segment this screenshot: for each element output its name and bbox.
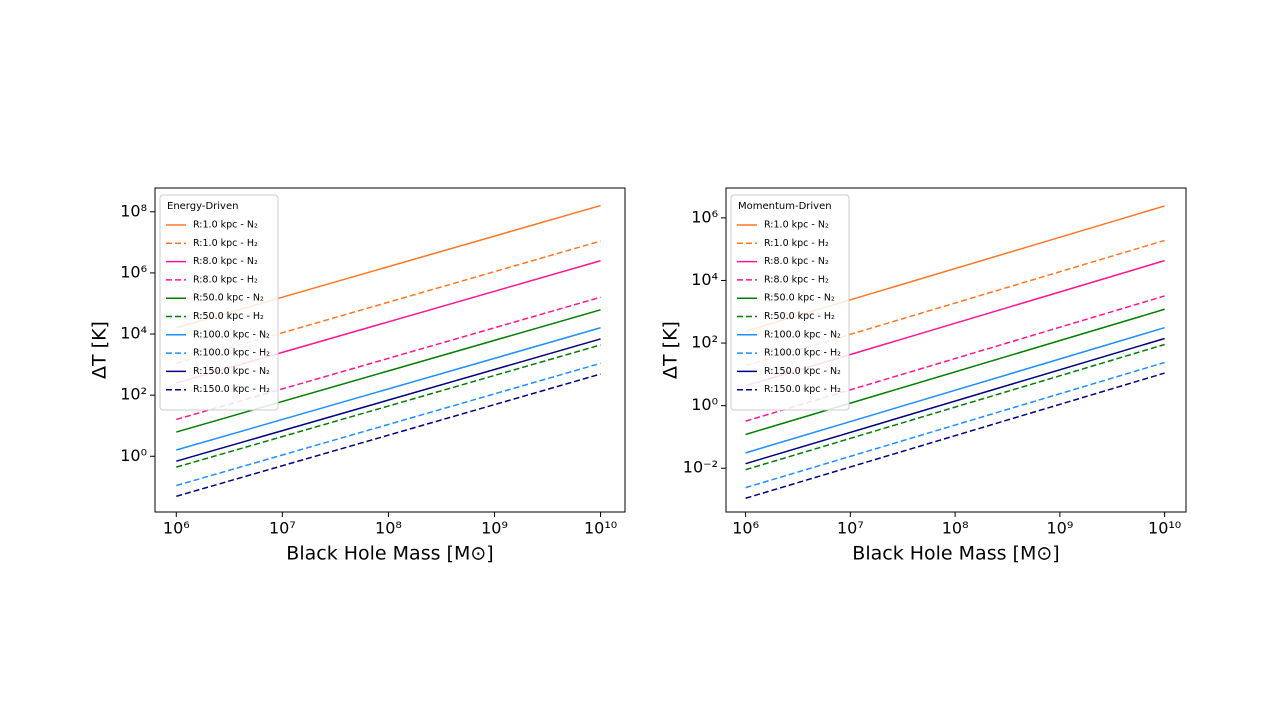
legend-label: R:100.0 kpc - N₂: [193, 329, 270, 340]
y-tick-label: 10⁸: [120, 201, 147, 220]
legend-box: [159, 194, 279, 411]
y-axis-label: ΔT [K]: [89, 321, 111, 379]
legend-label: R:150.0 kpc - N₂: [764, 366, 841, 377]
series-line: [176, 338, 601, 462]
series-line: [176, 327, 601, 451]
series-line: [176, 344, 601, 468]
y-tick-label: 10⁶: [691, 207, 718, 226]
x-tick-label: 10⁹: [1046, 519, 1073, 538]
legend-label: R:100.0 kpc - H₂: [764, 348, 841, 359]
legend-label: R:100.0 kpc - H₂: [193, 348, 270, 359]
y-axis-label: ΔT [K]: [660, 321, 682, 379]
x-tick-label: 10¹⁰: [584, 519, 617, 538]
legend-label: R:1.0 kpc - H₂: [764, 238, 829, 249]
x-tick-label: 10⁷: [837, 519, 864, 538]
series-line: [745, 361, 1165, 489]
x-tick-label: 10⁶: [732, 519, 759, 538]
legend-label: R:8.0 kpc - N₂: [764, 256, 829, 267]
legend-box: [730, 194, 850, 411]
plot-frame: [154, 187, 626, 513]
series-line: [745, 326, 1165, 454]
x-tick-label: 10⁸: [942, 519, 969, 538]
y-tick-label: 10⁶: [120, 262, 147, 281]
y-tick-label: 10²: [691, 333, 718, 352]
series-line: [176, 362, 601, 487]
legend-label: R:100.0 kpc - N₂: [764, 329, 841, 340]
series-line: [176, 373, 601, 498]
series-line: [745, 372, 1165, 499]
x-axis-label: Black Hole Mass [M⊙]: [286, 543, 493, 565]
series-line: [745, 308, 1165, 436]
legend-label: R:1.0 kpc - H₂: [193, 238, 258, 249]
x-tick-label: 10⁸: [375, 519, 402, 538]
legend-title: Energy-Driven: [167, 201, 238, 212]
y-tick-label: 10⁻²: [683, 458, 718, 477]
x-tick-label: 10⁶: [163, 519, 190, 538]
series-line: [745, 337, 1165, 465]
legend-label: R:1.0 kpc - N₂: [193, 220, 258, 231]
series-line: [176, 309, 601, 433]
series-line: [745, 343, 1165, 471]
legend-label: R:50.0 kpc - H₂: [764, 311, 835, 322]
legend-label: R:50.0 kpc - H₂: [193, 311, 264, 322]
legend-label: R:50.0 kpc - N₂: [193, 293, 264, 304]
legend-label: R:1.0 kpc - N₂: [764, 220, 829, 231]
legend-label: R:8.0 kpc - H₂: [193, 274, 258, 285]
legend-label: R:150.0 kpc - H₂: [193, 384, 270, 395]
legend-label: R:8.0 kpc - N₂: [193, 256, 258, 267]
y-tick-label: 10⁴: [120, 324, 147, 343]
legend-label: R:150.0 kpc - H₂: [764, 384, 841, 395]
legend-title: Momentum-Driven: [738, 201, 832, 212]
y-tick-label: 10⁰: [691, 395, 718, 414]
legend-label: R:8.0 kpc - H₂: [764, 274, 829, 285]
plot-frame: [725, 187, 1187, 513]
y-tick-label: 10²: [120, 385, 147, 404]
y-tick-label: 10⁰: [120, 446, 147, 465]
x-tick-label: 10⁷: [269, 519, 296, 538]
legend-label: R:150.0 kpc - N₂: [193, 366, 270, 377]
x-axis-label: Black Hole Mass [M⊙]: [852, 543, 1059, 565]
y-tick-label: 10⁴: [691, 270, 718, 289]
x-tick-label: 10¹⁰: [1148, 519, 1181, 538]
x-tick-label: 10⁹: [481, 519, 508, 538]
legend-label: R:50.0 kpc - N₂: [764, 293, 835, 304]
